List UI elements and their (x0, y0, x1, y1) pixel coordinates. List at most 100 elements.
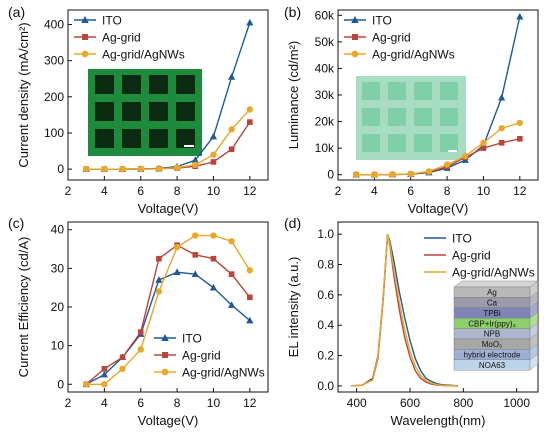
data-point (480, 139, 487, 147)
inset-emission-cell (414, 134, 432, 152)
data-point (137, 346, 144, 353)
panel-d: (d) 400 600 800 1000 0.0 0.2 0.4 0.6 0.8 1.0 Wavel… (284, 215, 539, 428)
x-tick-label: 600 (400, 396, 420, 410)
x-tick-label: 400 (347, 396, 367, 410)
data-point (498, 93, 506, 101)
y-tick-label: 10k (315, 141, 335, 155)
data-point (228, 271, 235, 277)
y-tick-label: 100 (44, 126, 64, 140)
data-point (137, 329, 144, 335)
inset-grid-cell (95, 129, 114, 148)
legend-label: Ag-grid (452, 249, 491, 263)
panel-a: (a) 2 4 6 8 10 12 0 100 200 300 400 Voltage(V) Curre… (8, 4, 269, 216)
device-layer-label: MoO₃ (482, 340, 503, 349)
inset-emission-cell (440, 82, 458, 100)
data-point (246, 18, 254, 26)
legend-marker (352, 34, 358, 40)
x-tick-label: 12 (243, 184, 257, 198)
x-axis-title: Wavelength(nm) (391, 413, 486, 428)
legend-label: ITO (102, 14, 122, 28)
inset-emission-cell (440, 108, 458, 126)
data-point (516, 12, 524, 20)
legend-marker (351, 50, 359, 58)
data-point (192, 232, 199, 239)
data-point (480, 145, 487, 151)
data-point (119, 365, 126, 373)
panel-c: (c) 2 4 6 8 10 12 0 10 20 30 40 Voltage(V) Current E… (8, 215, 269, 428)
data-point (210, 151, 217, 158)
x-axis-title: Voltage(V) (138, 201, 199, 216)
x-tick-label: 1000 (503, 396, 530, 410)
y-tick-label: 60k (315, 8, 335, 22)
y-tick-label: 0.6 (317, 288, 334, 302)
data-point (462, 152, 469, 160)
data-point (228, 238, 235, 245)
y-tick-label: 1.0 (317, 227, 334, 241)
legend-marker (162, 352, 168, 358)
data-point (209, 283, 218, 291)
x-tick-label: 10 (207, 184, 221, 198)
inset-emission-cell (388, 82, 406, 100)
data-point (192, 252, 199, 258)
legend-label: ITO (372, 14, 392, 28)
series-line-ito (351, 233, 459, 387)
data-point (517, 136, 523, 142)
y-tick-label: 0.4 (317, 318, 334, 332)
data-point (246, 267, 254, 274)
data-point (191, 156, 199, 163)
x-tick-label: 2 (65, 396, 72, 410)
data-point (209, 132, 218, 140)
series-line-ag-grid-agnws (356, 122, 521, 176)
inset-grid-cell (122, 75, 141, 94)
series-line-ag-grid-agnws (86, 108, 251, 170)
inset-grid-cell (149, 75, 168, 94)
series-line-ag-grid-agnws (351, 233, 459, 387)
x-axis-title: Voltage(V) (408, 201, 469, 216)
legend-marker (161, 334, 169, 341)
legend-label: Ag-grid (182, 349, 221, 363)
legend-label: Ag-grid/AgNWs (452, 266, 535, 280)
legend-label: Ag-grid/AgNWs (102, 48, 185, 62)
y-tick-label: 0.2 (317, 349, 334, 363)
data-point (119, 354, 126, 361)
y-tick-label: 0.0 (317, 379, 334, 393)
data-point (352, 171, 360, 178)
inset-emission-cell (362, 108, 380, 126)
y-axis-title: Current density (mA/cm²) (16, 22, 31, 167)
data-point (119, 165, 126, 173)
data-point (210, 255, 217, 262)
legend-marker (351, 16, 359, 23)
y-tick-label: 300 (44, 54, 64, 68)
legend-label: Ag-grid/AgNWs (182, 366, 265, 380)
inset-emission-cell (362, 82, 380, 100)
data-point (210, 232, 217, 239)
legend-label: Ag-grid (372, 31, 411, 45)
x-axis-title: Voltage(V) (138, 413, 199, 428)
y-axis-title: Current Efficiency (cd/A) (16, 237, 31, 378)
data-point (425, 168, 433, 175)
data-point (173, 164, 181, 171)
legend-label: Ag-grid/AgNWs (372, 48, 455, 62)
device-layer-label: Ca (487, 299, 498, 308)
data-point (498, 140, 505, 146)
device-layer-label: NOA63 (479, 361, 506, 370)
data-point (443, 161, 451, 168)
data-point (155, 276, 163, 283)
inset-grid-cell (95, 75, 114, 94)
inset-emission-cell (440, 134, 458, 152)
inset-grid-cell (176, 129, 195, 148)
x-tick-label: 12 (243, 396, 257, 410)
data-point (82, 381, 90, 388)
data-point (173, 268, 181, 276)
data-point (389, 171, 396, 178)
panel-b: (b) 2 4 6 8 10 12 0 10k 20k 30k 40k 50k 60k Voltage(V… (284, 4, 539, 216)
data-point (371, 171, 378, 178)
data-point (246, 106, 254, 113)
series-line-ag-grid (351, 234, 459, 387)
inset-grid-cell (122, 102, 141, 121)
x-tick-label: 6 (407, 184, 414, 198)
data-point (228, 73, 236, 80)
data-point (516, 119, 524, 127)
data-point (228, 301, 236, 308)
